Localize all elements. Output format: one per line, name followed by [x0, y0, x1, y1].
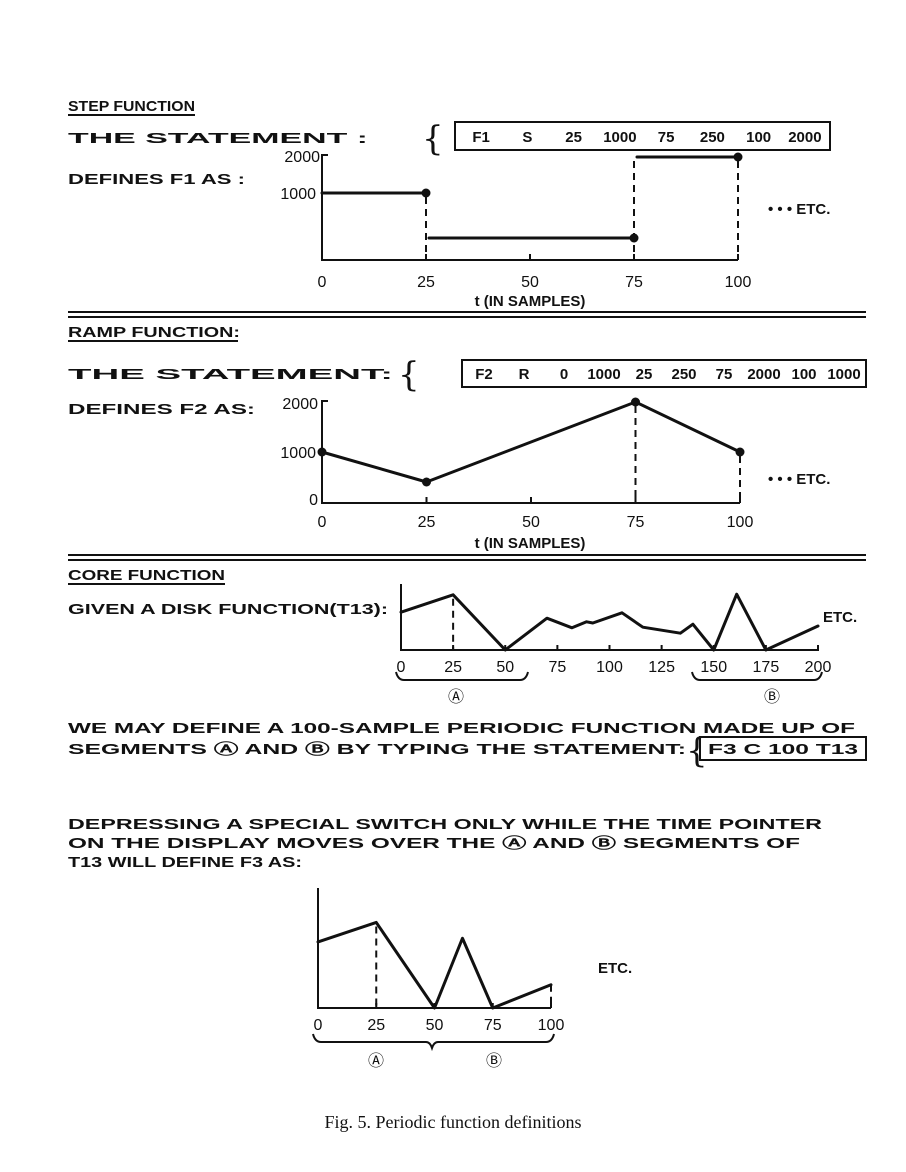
statement-token: S — [522, 129, 532, 146]
x-tick-label: 50 — [521, 274, 539, 291]
statement-token: F2 — [475, 366, 493, 383]
statement-token: 2000 — [747, 366, 780, 383]
core-text-line-4: ON THE DISPLAY MOVES OVER THE Ⓐ AND Ⓑ SE… — [68, 834, 800, 852]
statement-token: 1000 — [587, 366, 620, 383]
core-statement: F3 C 100 T13 — [708, 741, 858, 758]
statement-token: 250 — [671, 366, 696, 383]
ramp-breakpoint-dot — [317, 447, 327, 457]
step-statement-box — [454, 121, 831, 151]
ramp-statement-tokens: F2 R 0 1000 25 250 75 2000 100 1000 — [475, 366, 860, 383]
statement-token: R — [519, 366, 530, 383]
f3-curve — [316, 920, 553, 1010]
core-etc: ETC. — [823, 609, 857, 626]
step-y-tick-1000: 1000 — [280, 186, 316, 203]
x-tick-label: 100 — [725, 274, 752, 291]
ramp-etc: • • • ETC. — [768, 471, 830, 488]
ramp-breakpoint-dot — [422, 477, 431, 487]
core-title: CORE FUNCTION — [68, 567, 225, 584]
x-tick-label: 200 — [805, 659, 832, 676]
result-segment-a-label: Ⓐ — [368, 1052, 384, 1070]
f3-result-plot: 0 25 50 75 100 — [314, 888, 565, 1034]
x-tick-label: 25 — [444, 659, 462, 676]
y-axis — [321, 154, 738, 261]
step-endpoint-dot — [421, 188, 431, 198]
segment-b-label: Ⓑ — [764, 688, 780, 706]
ramp-breakpoint-dot — [735, 447, 745, 457]
ramp-y-tick-0: 0 — [309, 492, 318, 509]
step-brace: { — [422, 119, 444, 159]
x-tick-label: 25 — [417, 274, 435, 291]
ramp-defines-label: DEFINES F2 AS: — [68, 401, 255, 418]
statement-token: 0 — [560, 366, 568, 383]
x-tick-label: 25 — [367, 1017, 385, 1034]
x-tick-label: 100 — [727, 514, 754, 531]
segment-a-label: Ⓐ — [448, 688, 464, 706]
statement-token: 100 — [746, 129, 771, 146]
ramp-y-tick-1000: 1000 — [280, 445, 316, 462]
statement-token: 75 — [658, 129, 675, 146]
statement-token: 25 — [636, 366, 653, 383]
axes — [317, 888, 551, 1009]
step-y-tick-2000: 2000 — [284, 149, 320, 166]
figure-caption: Fig. 5. Periodic function definitions — [325, 1112, 582, 1132]
statement-token: F1 — [472, 129, 490, 146]
core-text-line-1: WE MAY DEFINE A 100-SAMPLE PERIODIC FUNC… — [68, 720, 855, 737]
core-statement-box — [699, 736, 867, 761]
step-x-label: t (IN SAMPLES) — [475, 293, 586, 310]
x-tick-label: 175 — [753, 659, 780, 676]
x-tick-label: 0 — [318, 274, 327, 291]
x-tick-label: 0 — [314, 1017, 323, 1034]
step-defines-label: DEFINES F1 AS : — [68, 171, 245, 188]
x-tick-label: 50 — [496, 659, 514, 676]
core-given-label: GIVEN A DISK FUNCTION(T13): — [68, 601, 388, 618]
ramp-brace: { — [398, 355, 420, 395]
ramp-line — [320, 400, 742, 484]
step-endpoint-dot — [733, 152, 743, 162]
core-text-line-2: SEGMENTS Ⓐ AND Ⓑ BY TYPING THE STATEMENT… — [68, 740, 686, 758]
x-tick-label: 75 — [484, 1017, 502, 1034]
statement-token: 100 — [791, 366, 816, 383]
x-tick-label: 0 — [397, 659, 406, 676]
y-axis — [321, 400, 740, 504]
step-statement-tokens: F1 S 25 1000 75 250 100 2000 — [472, 129, 821, 146]
statement-token: 1000 — [603, 129, 636, 146]
ramp-x-label: t (IN SAMPLES) — [475, 535, 586, 552]
step-statement-label: THE STATEMENT : — [68, 130, 368, 147]
statement-token: 25 — [565, 129, 582, 146]
x-tick-label: 150 — [700, 659, 727, 676]
disk-function-plot: 0 25 50 75 100 125 150 175 200 — [397, 584, 832, 676]
result-etc: ETC. — [598, 960, 632, 977]
x-tick-label: 0 — [318, 514, 327, 531]
x-tick-label: 25 — [418, 514, 436, 531]
x-tick-label: 75 — [625, 274, 643, 291]
statement-token: 75 — [716, 366, 733, 383]
disk-function-curve — [399, 592, 820, 652]
x-tick-label: 75 — [548, 659, 566, 676]
x-tick-label: 100 — [538, 1017, 565, 1034]
x-tick-label: 50 — [522, 514, 540, 531]
x-tick-label: 125 — [648, 659, 675, 676]
step-plot: 0 25 50 75 100 — [318, 152, 752, 291]
step-title: STEP FUNCTION — [68, 98, 195, 115]
statement-token: 250 — [700, 129, 725, 146]
x-tick-label: 100 — [596, 659, 623, 676]
x-tick-label: 50 — [426, 1017, 444, 1034]
core-text-line-5: T13 WILL DEFINE F3 AS: — [68, 854, 302, 871]
result-segment-b-label: Ⓑ — [486, 1052, 502, 1070]
step-etc: • • • ETC. — [768, 201, 830, 218]
statement-token: 1000 — [827, 366, 860, 383]
segment-b-brace — [691, 671, 823, 681]
statement-token: 2000 — [788, 129, 821, 146]
ramp-plot: 0 25 50 75 100 — [317, 397, 754, 531]
x-tick-label: 75 — [627, 514, 645, 531]
ramp-statement-box — [461, 359, 867, 388]
result-segments-brace — [312, 1033, 555, 1052]
ramp-y-tick-2000: 2000 — [282, 396, 318, 413]
segment-a-brace — [395, 671, 529, 681]
ramp-statement-label: THE STATEMENT: — [68, 366, 393, 383]
ramp-breakpoint-dot — [631, 397, 640, 407]
ramp-title: RAMP FUNCTION: — [68, 324, 240, 341]
core-text-line-3: DEPRESSING A SPECIAL SWITCH ONLY WHILE T… — [68, 816, 822, 833]
